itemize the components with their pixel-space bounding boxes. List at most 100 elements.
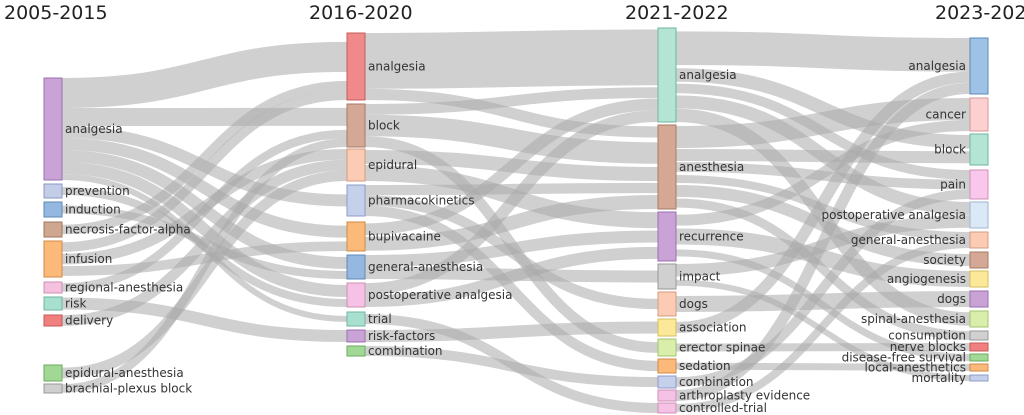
node-bar-c0_epidural_anesthesia[interactable]	[43, 364, 63, 382]
node-c1_general[interactable]: general-anesthesia	[346, 254, 483, 280]
node-c0_infusion[interactable]: infusion	[43, 240, 112, 278]
node-c0_analgesia[interactable]: analgesia	[43, 77, 123, 181]
node-bar-c3_general[interactable]	[969, 231, 989, 249]
node-c3_dfs[interactable]: disease-free survival	[842, 351, 989, 365]
node-c2_controlled[interactable]: controlled-trial	[657, 401, 767, 415]
node-bar-c3_nerve[interactable]	[969, 342, 989, 352]
node-bar-c1_pharmacokinetics[interactable]	[346, 184, 366, 217]
node-c2_analgesia[interactable]: analgesia	[657, 27, 737, 123]
node-bar-c3_mortality[interactable]	[969, 374, 989, 382]
node-c3_consumption[interactable]: consumption	[888, 329, 989, 343]
node-bar-c1_epidural[interactable]	[346, 148, 366, 182]
node-bar-c0_brachial[interactable]	[43, 383, 63, 394]
node-bar-c1_bupivacaine[interactable]	[346, 221, 366, 252]
node-c0_induction[interactable]: induction	[43, 201, 121, 218]
node-c1_block[interactable]: block	[346, 103, 400, 148]
node-c2_association[interactable]: association	[657, 318, 746, 337]
node-c1_analgesia[interactable]: analgesia	[346, 32, 426, 101]
node-c3_analgesia[interactable]: analgesia	[908, 37, 989, 95]
node-bar-c0_analgesia[interactable]	[43, 77, 63, 181]
node-c0_prevention[interactable]: prevention	[43, 183, 130, 199]
node-c0_necrosis[interactable]: necrosis-factor-alpha	[43, 221, 191, 238]
node-c2_arthroplasty[interactable]: arthroplasty evidence	[657, 389, 810, 403]
node-bar-c3_pain[interactable]	[969, 169, 989, 200]
node-c1_trial[interactable]: trial	[346, 311, 392, 327]
node-bar-c3_dfs[interactable]	[969, 353, 989, 362]
node-bar-c1_postop[interactable]	[346, 282, 366, 308]
node-bar-c3_spinal[interactable]	[969, 310, 989, 328]
node-c0_delivery[interactable]: delivery	[43, 314, 113, 328]
node-bar-c2_combination[interactable]	[657, 375, 677, 389]
node-c0_risk[interactable]: risk	[43, 296, 87, 311]
node-c2_sedation[interactable]: sedation	[657, 358, 731, 374]
node-c3_general[interactable]: general-anesthesia	[851, 231, 989, 249]
node-c1_postop[interactable]: postoperative analgesia	[346, 282, 512, 308]
node-bar-c0_induction[interactable]	[43, 201, 63, 218]
node-c1_bupivacaine[interactable]: bupivacaine	[346, 221, 441, 252]
node-c1_pharmacokinetics[interactable]: pharmacokinetics	[346, 184, 474, 217]
node-c2_recurrence[interactable]: recurrence	[657, 211, 744, 262]
node-bar-c2_dogs[interactable]	[657, 291, 677, 317]
node-c3_cancer[interactable]: cancer	[926, 97, 989, 132]
node-c1_riskfactors[interactable]: risk-factors	[346, 329, 435, 343]
node-label-c0_epidural_anesthesia: epidural-anesthesia	[65, 366, 184, 380]
node-bar-c3_local[interactable]	[969, 363, 989, 372]
node-bar-c2_anesthesia[interactable]	[657, 124, 677, 210]
node-label-c3_dfs: disease-free survival	[842, 351, 966, 365]
node-c3_pain[interactable]: pain	[940, 169, 989, 200]
node-bar-c1_riskfactors[interactable]	[346, 329, 366, 343]
node-bar-c3_analgesia[interactable]	[969, 37, 989, 95]
link-c2_anesthesia-to-c3_cancer	[675, 98, 971, 148]
node-c3_block[interactable]: block	[934, 133, 989, 166]
node-c2_erector[interactable]: erector spinae	[657, 338, 765, 357]
node-c3_nerve[interactable]: nerve blocks	[890, 340, 989, 354]
node-bar-c1_combination[interactable]	[346, 345, 366, 357]
node-bar-c3_consumption[interactable]	[969, 330, 989, 341]
node-label-c3_mortality: mortality	[912, 371, 967, 385]
node-c3_spinal[interactable]: spinal-anesthesia	[861, 310, 989, 328]
node-c3_society[interactable]: society	[923, 251, 989, 269]
node-c2_dogs[interactable]: dogs	[657, 291, 708, 317]
node-c1_epidural[interactable]: epidural	[346, 148, 417, 182]
node-bar-c2_arthroplasty[interactable]	[657, 389, 677, 402]
node-bar-c1_trial[interactable]	[346, 311, 366, 327]
node-c2_impact[interactable]: impact	[657, 263, 721, 290]
node-bar-c2_association[interactable]	[657, 318, 677, 337]
node-c3_mortality[interactable]: mortality	[912, 371, 989, 385]
node-bar-c0_necrosis[interactable]	[43, 221, 63, 238]
node-bar-c0_delivery[interactable]	[43, 314, 63, 327]
node-bar-c1_analgesia[interactable]	[346, 32, 366, 101]
node-bar-c3_angiogenesis[interactable]	[969, 270, 989, 288]
node-c0_epidural_anesthesia[interactable]: epidural-anesthesia	[43, 364, 184, 382]
node-c3_postop[interactable]: postoperative analgesia	[822, 201, 989, 229]
node-bar-c2_recurrence[interactable]	[657, 211, 677, 262]
node-c3_angiogenesis[interactable]: angiogenesis	[887, 270, 989, 288]
node-bar-c0_regional[interactable]	[43, 281, 63, 294]
node-bar-c1_general[interactable]	[346, 254, 366, 280]
node-bar-c3_society[interactable]	[969, 251, 989, 269]
node-bar-c2_analgesia[interactable]	[657, 27, 677, 123]
link-c0_brachial-to-c1_block	[61, 138, 348, 393]
link-c2_recurrence-to-c3_angiogenesis	[675, 228, 971, 287]
node-bar-c3_dogs[interactable]	[969, 290, 989, 308]
node-bar-c0_prevention[interactable]	[43, 183, 63, 199]
node-bar-c2_erector[interactable]	[657, 338, 677, 357]
node-bar-c0_infusion[interactable]	[43, 240, 63, 278]
node-bar-c3_block[interactable]	[969, 133, 989, 166]
node-c0_regional[interactable]: regional-anesthesia	[43, 281, 183, 295]
node-bar-c2_controlled[interactable]	[657, 402, 677, 414]
node-c2_combination[interactable]: combination	[657, 375, 754, 389]
node-bar-c2_sedation[interactable]	[657, 358, 677, 374]
node-bar-c1_block[interactable]	[346, 103, 366, 148]
node-c0_brachial[interactable]: brachial-plexus block	[43, 382, 192, 396]
node-c3_dogs[interactable]: dogs	[937, 290, 989, 308]
node-c3_local[interactable]: local-anesthetics	[865, 361, 989, 375]
node-c1_combination[interactable]: combination	[346, 344, 443, 358]
node-c2_anesthesia[interactable]: anesthesia	[657, 124, 744, 210]
node-bar-c3_cancer[interactable]	[969, 97, 989, 132]
node-bar-c3_postop[interactable]	[969, 201, 989, 229]
node-bar-c2_impact[interactable]	[657, 263, 677, 290]
column-headers: 2005-2015 2016-2020 2021-2022 2023-2024	[4, 2, 1024, 24]
node-bar-c0_risk[interactable]	[43, 296, 63, 311]
